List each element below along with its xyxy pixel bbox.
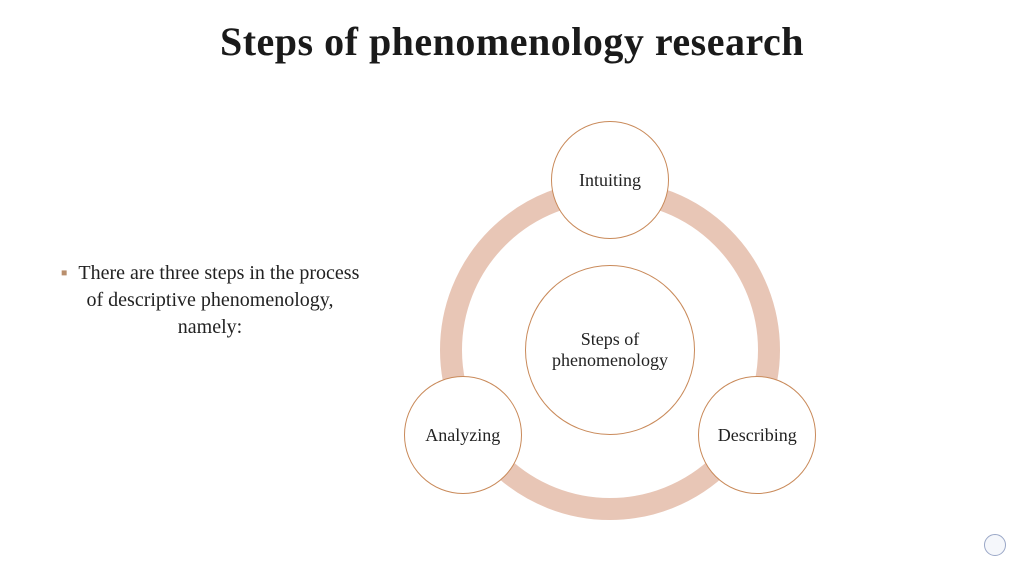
outer-node: Describing <box>698 376 816 494</box>
outer-node: Intuiting <box>551 121 669 239</box>
outer-node-label: Describing <box>712 425 803 446</box>
center-node-label: Steps of phenomenology <box>526 329 694 370</box>
page-number-badge <box>984 534 1006 556</box>
cycle-diagram: Steps of phenomenology Intuiting Describi… <box>0 0 1024 574</box>
outer-node-label: Analyzing <box>419 425 506 446</box>
center-node: Steps of phenomenology <box>525 265 695 435</box>
outer-node: Analyzing <box>404 376 522 494</box>
outer-node-label: Intuiting <box>573 170 647 191</box>
